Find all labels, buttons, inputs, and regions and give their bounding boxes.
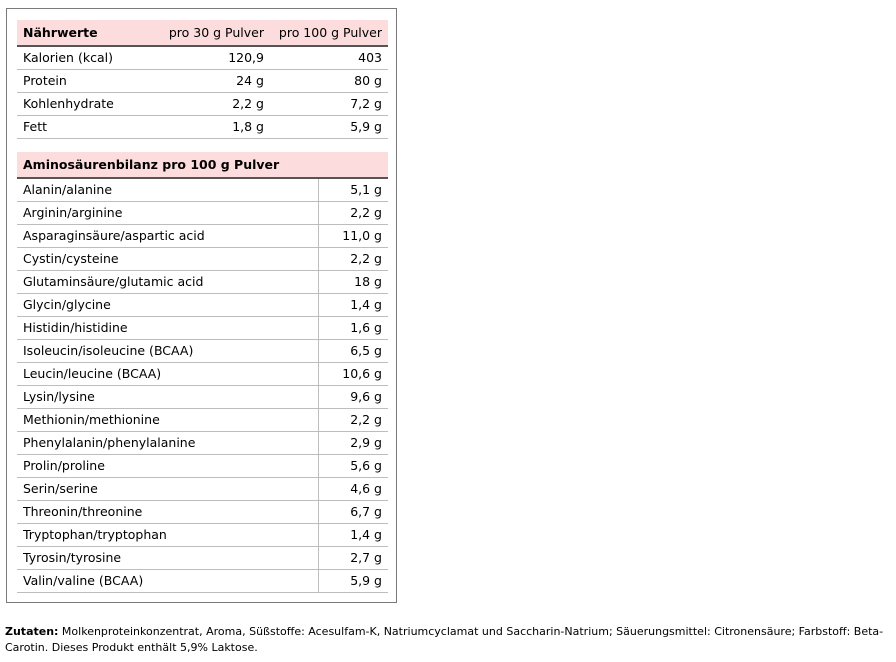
amino-value: 18 g: [317, 270, 388, 294]
nutrient-100g: 5,9 g: [270, 115, 388, 139]
table-row: Valin/valine (BCAA) 5,9 g: [17, 569, 388, 593]
table-row: Kohlenhydrate 2,2 g 7,2 g: [17, 92, 388, 116]
amino-value: 2,2 g: [317, 408, 388, 432]
nutrition-header-row: Nährwerte pro 30 g Pulver pro 100 g Pulv…: [17, 20, 388, 47]
ingredients-text: Zutaten: Molkenproteinkonzentrat, Aroma,…: [5, 624, 891, 656]
nutrient-name: Fett: [17, 115, 163, 139]
nutrition-header-30g: pro 30 g Pulver: [162, 20, 270, 47]
amino-value: 1,6 g: [317, 316, 388, 340]
amino-name: Valin/valine (BCAA): [17, 569, 318, 593]
amino-name: Methionin/methionine: [17, 408, 318, 432]
table-row: Serin/serine 4,6 g: [17, 477, 388, 501]
nutrition-table: Nährwerte pro 30 g Pulver pro 100 g Pulv…: [17, 20, 388, 139]
amino-value: 5,9 g: [317, 569, 388, 593]
amino-name: Isoleucin/isoleucine (BCAA): [17, 339, 318, 363]
amino-value: 2,7 g: [317, 546, 388, 570]
amino-value: 1,4 g: [317, 523, 388, 547]
table-row: Phenylalanin/phenylalanine 2,9 g: [17, 431, 388, 455]
amino-name: Arginin/arginine: [17, 201, 318, 225]
amino-value: 5,1 g: [317, 178, 388, 202]
table-row: Histidin/histidine 1,6 g: [17, 316, 388, 340]
table-row: Arginin/arginine 2,2 g: [17, 201, 388, 225]
amino-value: 2,2 g: [317, 247, 388, 271]
amino-name: Asparaginsäure/aspartic acid: [17, 224, 318, 248]
amino-value: 6,5 g: [317, 339, 388, 363]
amino-acid-table: Aminosäurenbilanz pro 100 g Pulver Alani…: [17, 152, 388, 593]
amino-value: 4,6 g: [317, 477, 388, 501]
amino-name: Histidin/histidine: [17, 316, 318, 340]
nutrition-header-100g: pro 100 g Pulver: [270, 20, 388, 47]
amino-name: Glutaminsäure/glutamic acid: [17, 270, 318, 294]
amino-value: 5,6 g: [317, 454, 388, 478]
amino-name: Lysin/lysine: [17, 385, 318, 409]
nutrition-panel: Nährwerte pro 30 g Pulver pro 100 g Pulv…: [6, 8, 397, 603]
amino-name: Phenylalanin/phenylalanine: [17, 431, 318, 455]
table-row: Tyrosin/tyrosine 2,7 g: [17, 546, 388, 570]
table-row: Threonin/threonine 6,7 g: [17, 500, 388, 524]
amino-value: 11,0 g: [317, 224, 388, 248]
nutrient-name: Kohlenhydrate: [17, 92, 163, 116]
table-row: Asparaginsäure/aspartic acid 11,0 g: [17, 224, 388, 248]
amino-name: Prolin/proline: [17, 454, 318, 478]
nutrient-30g: 24 g: [162, 69, 270, 93]
nutrient-name: Protein: [17, 69, 163, 93]
table-row: Isoleucin/isoleucine (BCAA) 6,5 g: [17, 339, 388, 363]
table-row: Fett 1,8 g 5,9 g: [17, 115, 388, 139]
amino-header-row: Aminosäurenbilanz pro 100 g Pulver: [17, 152, 388, 179]
table-row: Alanin/alanine 5,1 g: [17, 178, 388, 202]
amino-value: 2,9 g: [317, 431, 388, 455]
table-row: Kalorien (kcal) 120,9 403: [17, 46, 388, 70]
nutrient-name: Kalorien (kcal): [17, 46, 163, 70]
table-row: Methionin/methionine 2,2 g: [17, 408, 388, 432]
nutrient-100g: 7,2 g: [270, 92, 388, 116]
amino-name: Serin/serine: [17, 477, 318, 501]
nutrient-100g: 403: [270, 46, 388, 70]
amino-name: Tyrosin/tyrosine: [17, 546, 318, 570]
amino-name: Glycin/glycine: [17, 293, 318, 317]
ingredients-label: Zutaten:: [5, 625, 59, 638]
table-row: Lysin/lysine 9,6 g: [17, 385, 388, 409]
table-row: Leucin/leucine (BCAA) 10,6 g: [17, 362, 388, 386]
nutrient-30g: 1,8 g: [162, 115, 270, 139]
amino-value: 2,2 g: [317, 201, 388, 225]
table-row: Cystin/cysteine 2,2 g: [17, 247, 388, 271]
nutrient-30g: 120,9: [162, 46, 270, 70]
amino-value: 6,7 g: [317, 500, 388, 524]
table-row: Protein 24 g 80 g: [17, 69, 388, 93]
amino-name: Tryptophan/tryptophan: [17, 523, 318, 547]
table-row: Glycin/glycine 1,4 g: [17, 293, 388, 317]
amino-value: 1,4 g: [317, 293, 388, 317]
table-row: Tryptophan/tryptophan 1,4 g: [17, 523, 388, 547]
table-row: Prolin/proline 5,6 g: [17, 454, 388, 478]
amino-name: Cystin/cysteine: [17, 247, 318, 271]
amino-name: Leucin/leucine (BCAA): [17, 362, 318, 386]
table-row: Glutaminsäure/glutamic acid 18 g: [17, 270, 388, 294]
nutrition-header-label: Nährwerte: [17, 20, 163, 47]
amino-name: Alanin/alanine: [17, 178, 318, 202]
ingredients-list: Molkenproteinkonzentrat, Aroma, Süßstoff…: [5, 625, 884, 654]
amino-name: Threonin/threonine: [17, 500, 318, 524]
amino-value: 10,6 g: [317, 362, 388, 386]
amino-value: 9,6 g: [317, 385, 388, 409]
nutrient-30g: 2,2 g: [162, 92, 270, 116]
amino-header-label: Aminosäurenbilanz pro 100 g Pulver: [17, 152, 388, 179]
nutrient-100g: 80 g: [270, 69, 388, 93]
